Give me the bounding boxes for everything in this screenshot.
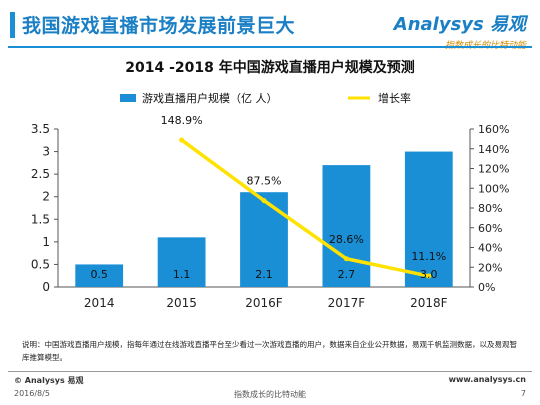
logo-a-glyph: A (393, 14, 408, 35)
y-tick-label-left: 3 (42, 145, 50, 159)
y-tick-label-right: 120% (478, 163, 509, 176)
chart-footnote: 说明：中国游戏直播用户规模，指每年通过在线游戏直播平台至少看过一次游戏直播的用户… (22, 340, 517, 362)
bar-2017F (322, 165, 371, 287)
title-accent-bar (10, 12, 15, 38)
page-number: 7 (520, 389, 526, 398)
bar-2016F (240, 192, 288, 287)
bar-label-2015: 1.1 (173, 268, 191, 281)
user-scale-chart: 2014 -2018 年中国游戏直播用户规模及预测 游戏直播用户规模（亿 人） 增… (31, 59, 510, 310)
growth-point-2015 (179, 137, 185, 143)
footer-copyright: © Analysys 易观 (14, 376, 84, 385)
bar-2014 (75, 264, 124, 287)
y-tick-label-right: 20% (478, 261, 502, 274)
x-tick-label: 2017F (328, 296, 366, 310)
footer-date: 2016/8/5 (14, 389, 50, 398)
x-tick-label: 2014 (84, 296, 115, 310)
y-tick-label-right: 60% (478, 222, 502, 235)
bar-label-2016F: 2.1 (255, 268, 273, 281)
logo-text: nalysys 易观 (407, 14, 526, 35)
logo-wordmark: Analysys 易观 (394, 10, 526, 36)
page-title: 我国游戏直播市场发展前景巨大 (22, 15, 296, 37)
bar-2018F (404, 151, 453, 287)
y-tick-label-left: 1.5 (31, 212, 50, 226)
legend-swatch-bar (120, 94, 136, 102)
chart-legend: 游戏直播用户规模（亿 人） 增长率 (120, 91, 411, 105)
growth-line (180, 138, 430, 278)
y-tick-label-right: 80% (478, 202, 502, 215)
bar-label-2017F: 2.7 (338, 268, 356, 281)
growth-point-2017F (343, 256, 349, 262)
footer-slogan: 指数成长的比特动能 (234, 390, 306, 399)
legend-label-line: 增长率 (378, 91, 411, 105)
y-tick-label-right: 0% (478, 281, 495, 294)
y-tick-label-left: 3.5 (31, 122, 50, 136)
chart-axes: 0 0.5 1 1.5 2 2.5 3 3.5 0% 20% 40% 60% 80% 100% 120% 14… (31, 122, 510, 310)
growth-label-2016F: 87.5% (247, 175, 282, 188)
data-labels: 0.5 1.1 2.1 2.7 3.0 148.9% 87.5% 28.6% 11.1% (90, 114, 446, 281)
y-tick-label-right: 160% (478, 123, 509, 136)
x-tick-label: 2015 (166, 296, 197, 310)
y-tick-label-left: 0.5 (31, 257, 50, 271)
chart-title: 2014 -2018 年中国游戏直播用户规模及预测 (125, 59, 415, 76)
y-tick-label-left: 1 (42, 235, 50, 249)
growth-label-2017F: 28.6% (329, 233, 364, 246)
y-tick-label-left: 2 (42, 190, 50, 204)
y-tick-label-right: 140% (478, 143, 509, 156)
brand-logo: Analysys 易观 指数成长的比特动能 (394, 10, 526, 51)
growth-label-2015: 148.9% (161, 114, 203, 127)
y-tick-label-right: 40% (478, 242, 502, 255)
y-tick-label-right: 100% (478, 182, 509, 195)
growth-line-series (179, 137, 432, 279)
y-tick-label-left: 2.5 (31, 167, 50, 181)
growth-point-2018F (426, 273, 432, 279)
growth-point-2016F (261, 198, 267, 204)
header-divider (8, 46, 532, 48)
growth-label-2018F: 11.1% (411, 250, 446, 263)
footer-divider (8, 371, 532, 372)
bar-2015 (157, 237, 206, 287)
y-tick-label-left: 0 (42, 280, 50, 294)
bar-series (75, 151, 453, 287)
bar-label-2014: 0.5 (90, 268, 108, 281)
footer-website[interactable]: www.analysys.cn (448, 375, 526, 384)
legend-label-bar: 游戏直播用户规模（亿 人） (142, 91, 278, 105)
x-tick-label: 2018F (410, 296, 448, 310)
x-tick-label: 2016F (245, 296, 283, 310)
bar-label-2018F: 3.0 (420, 268, 438, 281)
